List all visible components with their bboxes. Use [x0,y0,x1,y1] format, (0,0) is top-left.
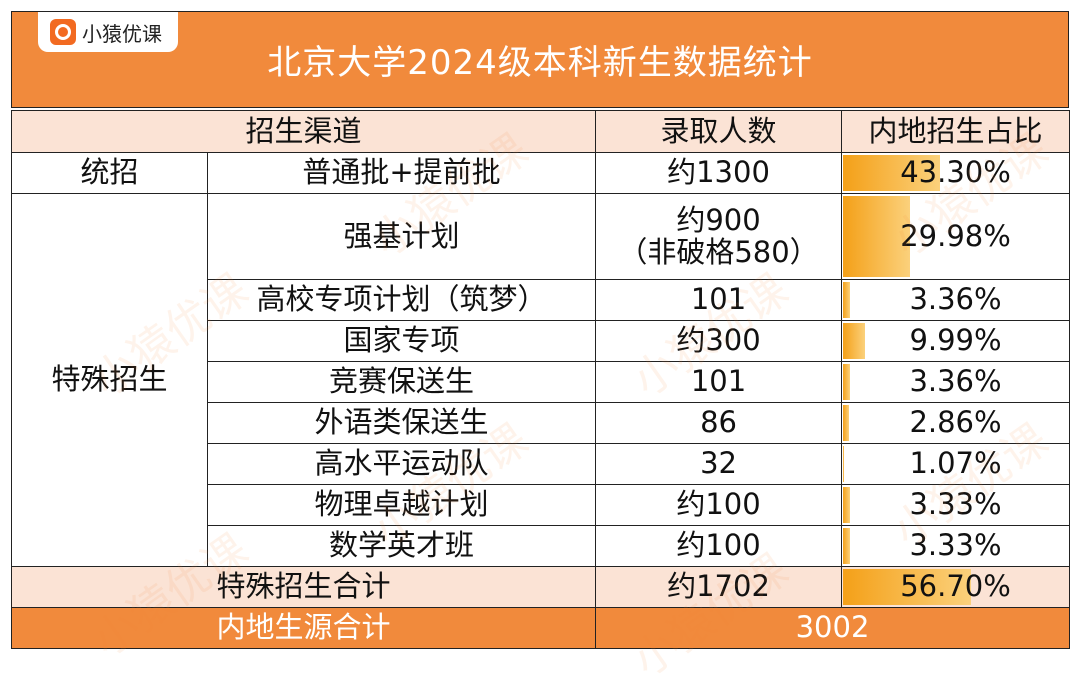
ratio-bar [843,405,849,441]
grand-total-row: 内地生源合计 3002 [10,607,1071,649]
count-note: （非破格580） [618,234,819,269]
channel-cell: 强基计划 [206,193,597,280]
table-row: 物理卓越计划 约100 3.33% [12,484,1071,526]
count-cell: 32 [595,443,843,485]
channel-cell: 物理卓越计划 [206,484,597,526]
count-cell: 约100 [595,484,843,526]
ratio-cell: 1.07% [841,443,1071,485]
special-total-row: 特殊招生合计 约1702 56.70% [10,566,1071,608]
ratio-cell: 3.36% [841,279,1071,321]
ratio-bar [843,528,850,564]
channel-cell: 高水平运动队 [206,443,597,485]
ratio-bar [843,487,850,523]
title-bar: 北京大学2024级本科新生数据统计 [11,11,1069,108]
brand-logo: 小猿优课 [38,12,178,52]
count-cell: 约900 （非破格580） [595,193,843,280]
table-row: 数学英才班 约100 3.33% [12,525,1071,567]
table-row: 国家专项 约300 9.99% [12,320,1071,362]
ratio-bar [843,282,850,318]
group-label-unified: 统招 [11,152,208,194]
ratio-cell: 29.98% [841,193,1071,280]
count-cell: 101 [595,279,843,321]
channel-cell: 普通批+提前批 [206,152,597,194]
channel-cell: 竞赛保送生 [206,361,597,403]
ratio-bar [843,446,845,482]
channel-cell: 数学英才班 [206,525,597,567]
ratio-text: 3.33% [909,487,1002,522]
ratio-cell: 3.33% [841,525,1071,567]
special-total-count: 约1702 [595,566,843,608]
special-total-ratio: 56.70% [900,569,1011,604]
header-ratio: 内地招生占比 [841,110,1071,153]
header-count: 录取人数 [595,110,843,153]
ratio-cell: 2.86% [841,402,1071,444]
count-cell: 86 [595,402,843,444]
brand-logo-text: 小猿优课 [82,21,162,46]
count-cell: 约300 [595,320,843,362]
table-row: 外语类保送生 86 2.86% [12,402,1071,444]
ratio-text: 9.99% [909,323,1002,358]
special-total-ratio-cell: 56.70% [841,566,1071,608]
ratio-cell: 9.99% [841,320,1071,362]
channel-cell: 国家专项 [206,320,597,362]
special-total-label: 特殊招生合计 [10,566,597,608]
header-row: 招生渠道 录取人数 内地招生占比 [10,110,1071,153]
admissions-table: 招生渠道 录取人数 内地招生占比 统招 普通批+提前批 约1300 43.30%… [10,110,1071,649]
ratio-text: 3.36% [909,282,1002,317]
channel-cell: 高校专项计划（筑梦） [206,279,597,321]
ratio-text: 3.33% [909,528,1002,563]
count-value: 约900 [676,202,761,237]
ratio-bar [843,323,865,359]
count-cell: 约1300 [595,152,843,194]
ratio-cell: 3.36% [841,361,1071,403]
table-row: 特殊招生 强基计划 约900 （非破格580） 29.98% [11,193,1071,567]
ratio-cell: 43.30% [841,152,1071,194]
ratio-bar [843,196,911,277]
channel-cell: 外语类保送生 [206,402,597,444]
ratio-bar [843,569,971,605]
page-title: 北京大学2024级本科新生数据统计 [267,43,813,83]
ratio-cell: 3.33% [841,484,1071,526]
ratio-text: 2.86% [909,405,1002,440]
count-cell: 约100 [595,525,843,567]
count-cell: 101 [595,361,843,403]
header-channel: 招生渠道 [10,110,597,153]
group-label-special: 特殊招生 [11,193,208,567]
table-row: 高校专项计划（筑梦） 101 3.36% [12,279,1071,321]
ratio-text: 3.36% [909,364,1002,399]
grand-total-count: 3002 [595,607,1071,649]
brand-logo-icon [50,19,76,45]
ratio-text: 29.98% [900,218,1011,253]
ratio-bar [843,364,850,400]
ratio-bar [843,155,941,191]
grand-total-label: 内地生源合计 [10,607,597,649]
table-row: 统招 普通批+提前批 约1300 43.30% [11,152,1071,194]
ratio-text: 1.07% [909,446,1002,481]
ratio-text: 43.30% [900,155,1011,190]
